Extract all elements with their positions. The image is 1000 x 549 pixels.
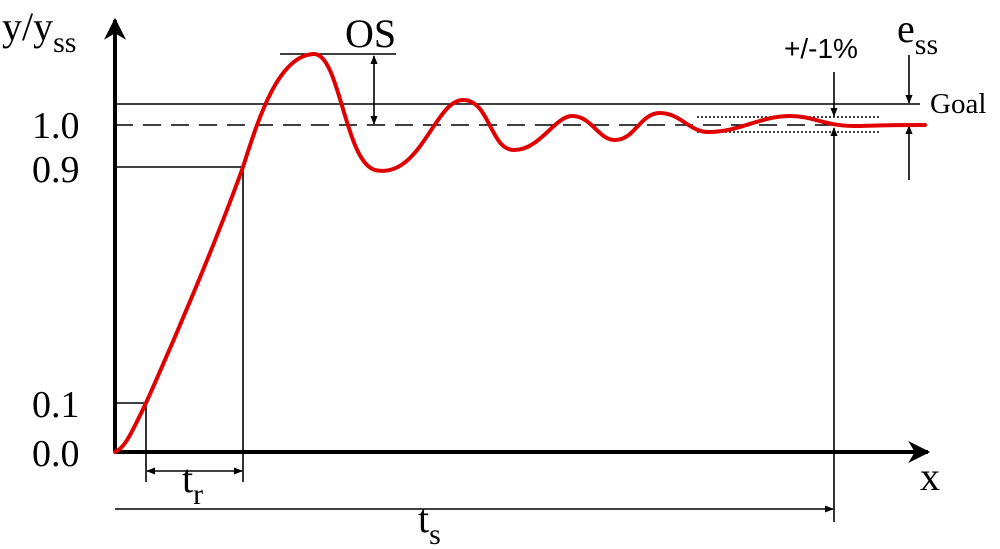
- goal-label: Goal: [930, 88, 986, 120]
- tick-label-0-0: 0.0: [32, 433, 80, 475]
- rise-time-label: tr: [182, 456, 203, 511]
- y-axis-label: y/yss: [2, 4, 76, 59]
- band-label: +/-1%: [784, 33, 858, 64]
- step-response-curve: [113, 52, 927, 454]
- tick-label-1-0: 1.0: [32, 105, 80, 147]
- tick-label-0-1: 0.1: [32, 384, 80, 426]
- overshoot-label: OS: [345, 11, 396, 56]
- x-axis-label: x: [920, 454, 940, 499]
- tick-label-0-9: 0.9: [32, 149, 80, 191]
- settling-time-label: ts: [418, 496, 441, 549]
- ess-label: ess: [897, 6, 938, 61]
